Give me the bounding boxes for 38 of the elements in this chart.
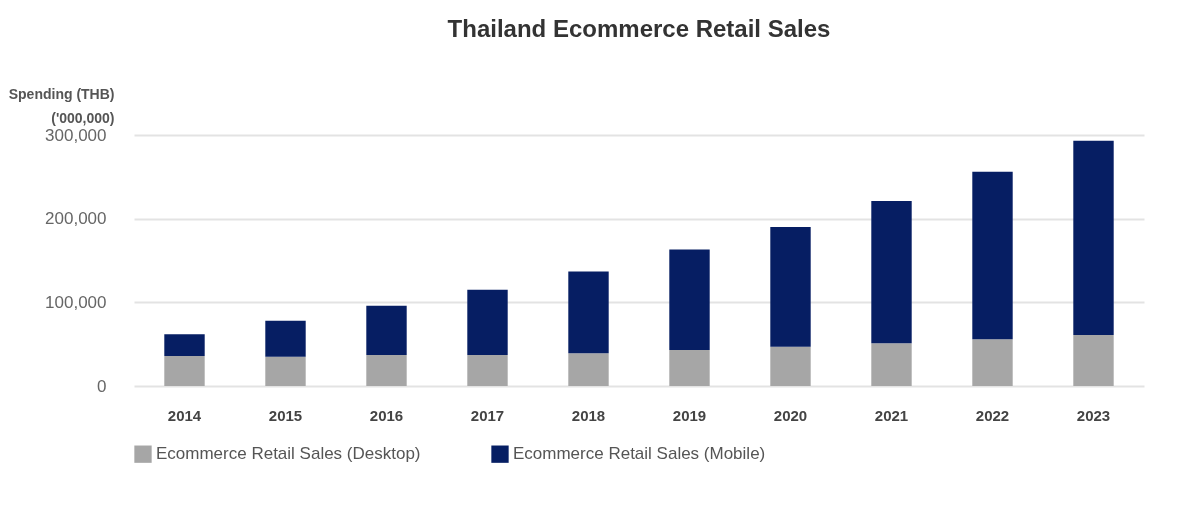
x-tick-label: 2018: [571, 406, 606, 424]
x-tick-label: 2017: [470, 406, 505, 424]
x-tick-label: 2020: [773, 406, 808, 424]
x-tick-label: 2016: [369, 406, 404, 424]
bar: [1073, 140, 1114, 335]
bar: [972, 339, 1013, 386]
bar: [366, 355, 407, 386]
bar: [265, 320, 306, 357]
bar: [467, 289, 508, 356]
legend-label: Ecommerce Retail Sales (Desktop): [156, 444, 421, 464]
chart-title: Thailand Ecommerce Retail Sales: [447, 15, 831, 42]
x-tick-label: 2019: [672, 406, 707, 424]
bar: [972, 171, 1013, 340]
bar: [164, 334, 205, 356]
bar: [568, 353, 609, 386]
x-tick-label: 2021: [874, 406, 909, 424]
y-tick-label: 200,000: [45, 209, 107, 229]
bar: [669, 249, 710, 351]
y-tick-label: 0: [97, 376, 107, 396]
bar: [871, 201, 912, 344]
legend-label: Ecommerce Retail Sales (Mobile): [513, 444, 766, 464]
bar: [568, 271, 609, 354]
bar: [265, 356, 306, 386]
bar: [164, 355, 205, 386]
y-axis-title: Spending (THB) ('000,000): [8, 85, 115, 126]
x-tick-label: 2015: [268, 406, 303, 424]
bar: [871, 343, 912, 386]
bar: [467, 355, 508, 386]
bar: [366, 305, 407, 356]
bar: [770, 346, 811, 386]
y-tick-label: 100,000: [45, 292, 107, 312]
x-tick-label: 2014: [167, 406, 202, 424]
x-tick-label: 2023: [1076, 406, 1111, 424]
bar: [669, 350, 710, 386]
y-tick-label: 300,000: [45, 125, 107, 145]
bar: [770, 227, 811, 347]
bar: [1073, 334, 1114, 386]
x-tick-label: 2022: [975, 406, 1010, 424]
